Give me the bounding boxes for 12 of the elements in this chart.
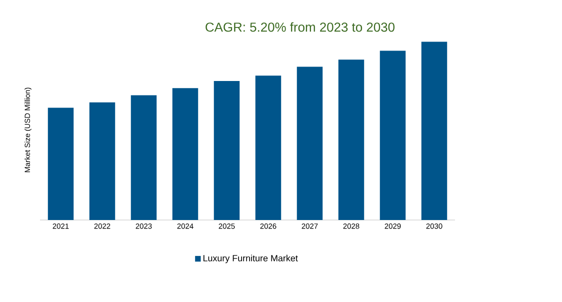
chart-title: CAGR: 5.20% from 2023 to 2030 — [206, 22, 395, 32]
bar — [130, 95, 157, 220]
bar — [296, 66, 323, 220]
legend-label: Luxury Furniture Market — [203, 254, 298, 264]
bar — [421, 42, 448, 220]
bar — [380, 50, 406, 220]
bar — [48, 108, 74, 220]
bar — [255, 76, 282, 220]
bar — [214, 80, 240, 220]
bar — [89, 102, 116, 220]
bar — [172, 88, 198, 220]
bar — [338, 60, 364, 220]
